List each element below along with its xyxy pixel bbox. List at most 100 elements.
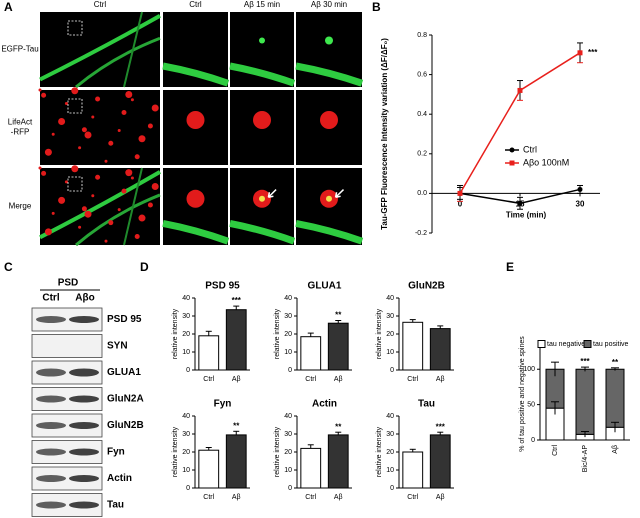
actin-spot: [91, 194, 95, 198]
actin-spot: [130, 98, 134, 102]
bar: [300, 447, 322, 489]
dendrite: [39, 170, 162, 240]
arrow: [267, 189, 277, 198]
actin-spot: [125, 169, 133, 177]
blot: [31, 493, 103, 517]
actin-spot: [151, 182, 159, 190]
actin-spot: [104, 239, 108, 243]
y-tick-label: 10: [284, 467, 292, 474]
actin-spot: [117, 129, 121, 132]
actin-spot: [71, 165, 79, 173]
point: [517, 87, 523, 93]
actin-spine: [320, 111, 338, 129]
actin-spot: [134, 234, 140, 240]
protein-label: Fyn: [107, 447, 125, 458]
x-tick-label: Aβ: [334, 494, 343, 501]
legend-label: Aβo 100nM: [523, 157, 569, 167]
actin-spot: [38, 166, 42, 170]
x-tick-label: 0: [458, 200, 463, 209]
row-label: Merge: [9, 202, 32, 211]
band: [36, 422, 66, 429]
actin-spot: [121, 110, 127, 115]
y-tick-label: 0: [288, 485, 292, 492]
lane-label: Ctrl: [42, 293, 59, 304]
y-tick-label: 50: [527, 401, 535, 408]
x-tick-label: Aβ: [334, 376, 343, 383]
point: [457, 190, 463, 196]
actin-spot: [130, 176, 134, 180]
x-tick-label: Aβ: [612, 445, 619, 454]
bar: [198, 449, 220, 489]
y-tick-label: 10: [182, 349, 190, 356]
bar: [429, 434, 451, 489]
chart-title: Fyn: [214, 399, 232, 410]
legend-marker: [509, 147, 515, 153]
actin-spot: [104, 159, 108, 163]
y-tick-label: 0.0: [417, 190, 427, 197]
row-label: LifeAct -RFP: [8, 118, 33, 137]
dendrite: [162, 62, 230, 87]
actin-spot: [81, 206, 87, 212]
legend-marker: [509, 160, 515, 166]
actin-spot: [138, 214, 146, 222]
band: [69, 448, 99, 456]
blot-header: PSD: [58, 278, 79, 289]
actin-spot: [84, 131, 92, 139]
actin-spot: [108, 220, 114, 226]
panel-letter: B: [372, 0, 381, 14]
series-line: [459, 52, 581, 194]
band: [36, 395, 66, 403]
row-label-line: -RFP: [11, 128, 30, 137]
bar: [225, 309, 247, 371]
actin-spot: [58, 118, 66, 125]
actin-spot: [151, 104, 159, 112]
bar-segment: [575, 368, 595, 435]
point: [577, 50, 583, 56]
column-label: Aβ 30 min: [311, 0, 347, 9]
bar: [300, 336, 322, 371]
dendrite: [229, 62, 296, 87]
actin-spot: [147, 202, 153, 208]
actin-spot: [44, 148, 52, 156]
dendrite: [295, 62, 364, 87]
protein-label: GluN2A: [107, 394, 144, 405]
y-tick-label: 0: [390, 485, 394, 492]
y-tick-label: 20: [182, 331, 190, 338]
actin-spot: [81, 127, 87, 133]
actin-spot: [38, 88, 42, 92]
x-tick-label: Ctrl: [305, 376, 316, 383]
arrow: [334, 189, 345, 198]
y-tick-label: 40: [386, 413, 394, 420]
protein-label: SYN: [107, 341, 128, 352]
actin-spot: [51, 132, 55, 136]
y-tick-label: 30: [284, 431, 292, 438]
band: [36, 448, 66, 456]
y-tick-label: 30: [284, 313, 292, 320]
actin-spot: [134, 154, 140, 160]
chart-title: Tau: [418, 399, 435, 410]
micrograph: [40, 90, 160, 165]
significance: ***: [588, 48, 598, 57]
bar: [327, 322, 349, 371]
bar: [225, 434, 247, 489]
panel-letter: A: [4, 0, 13, 14]
significance: **: [233, 421, 240, 430]
significance: **: [612, 358, 619, 367]
y-tick-label: 30: [182, 431, 190, 438]
y-axis-label: relative intensity: [376, 426, 383, 477]
chart-title: GLUA1: [308, 281, 342, 292]
row-label-line: EGFP-Tau: [1, 45, 38, 54]
actin-spot: [95, 96, 101, 102]
row-label-line: Merge: [9, 202, 32, 211]
chart-title: Actin: [312, 399, 337, 410]
dendrite: [75, 36, 161, 89]
protein-label: Tau: [107, 500, 124, 511]
actin-spot: [58, 196, 66, 204]
overlap: [326, 195, 332, 202]
blot: [31, 307, 103, 332]
actin-spot: [84, 210, 92, 218]
y-tick-label: 10: [182, 467, 190, 474]
roi-box: [67, 176, 83, 192]
band: [69, 501, 99, 509]
